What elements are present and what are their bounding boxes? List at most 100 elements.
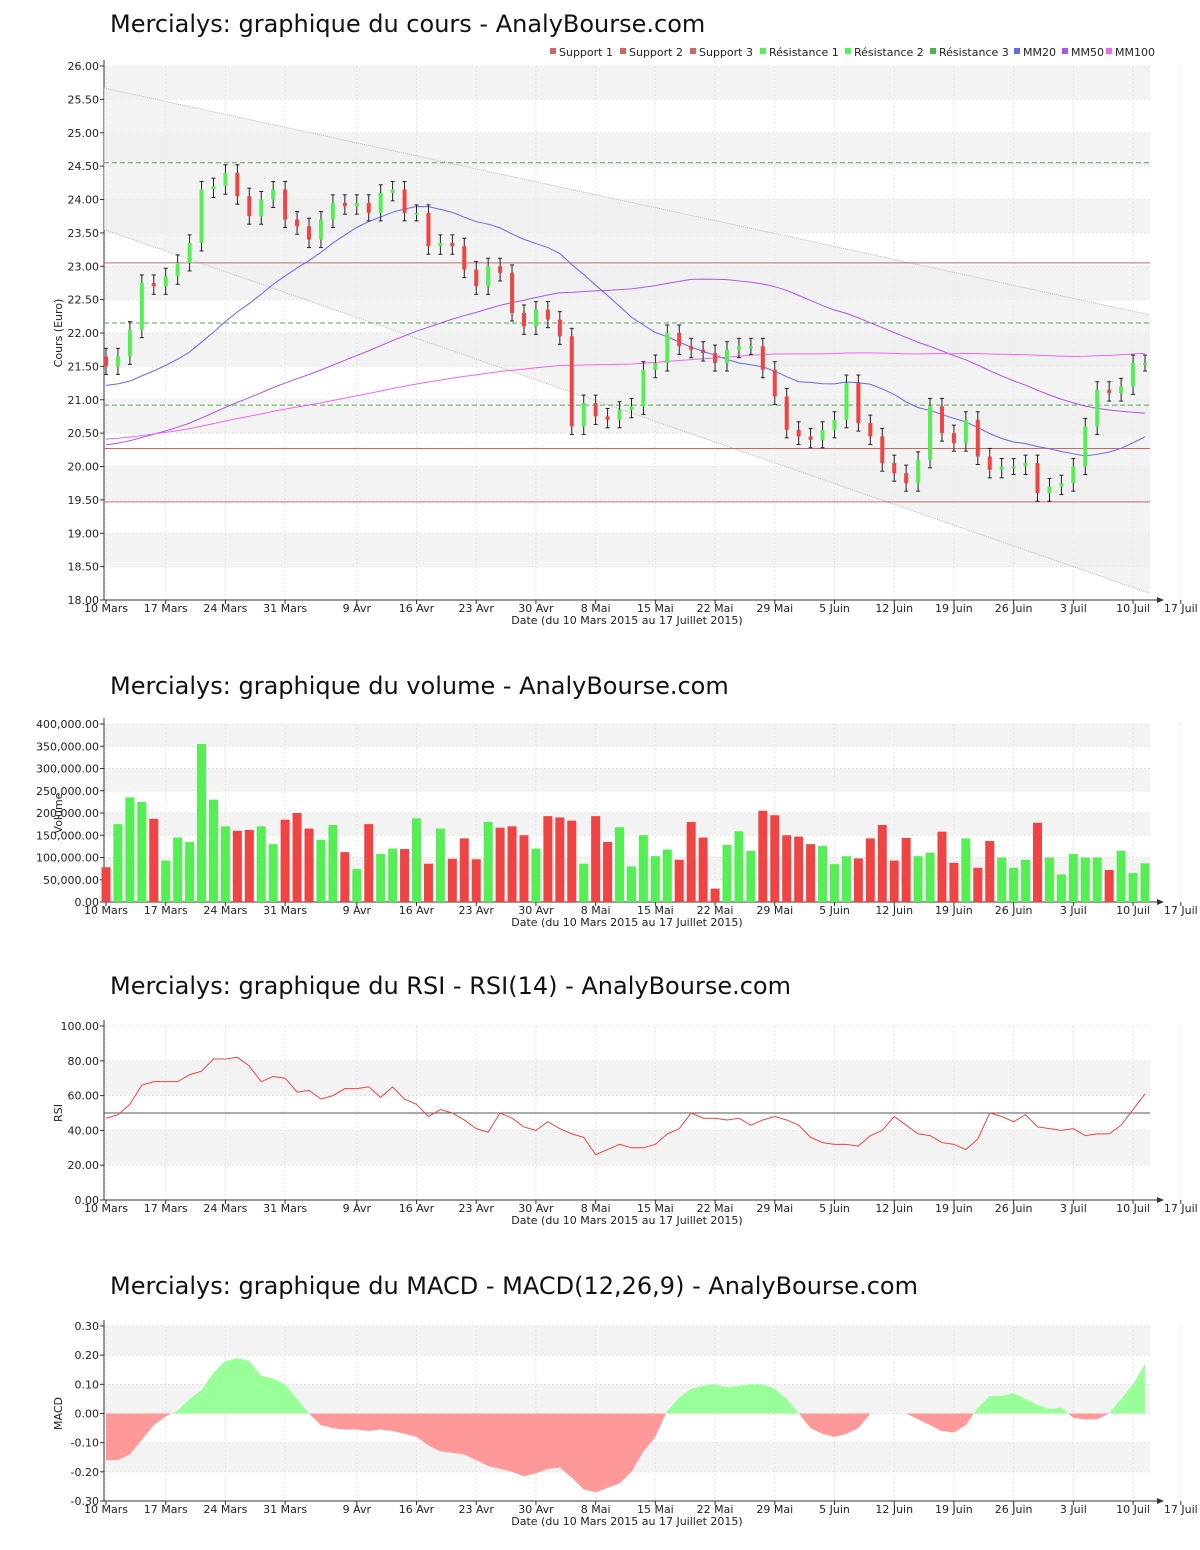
volume-bar: [782, 835, 792, 902]
candle-body: [259, 199, 264, 217]
volume-bar: [1033, 822, 1043, 902]
volume-bar: [591, 816, 601, 902]
macd-xtick-label: 10 Mars: [84, 1503, 128, 1516]
volume-bar: [268, 844, 278, 902]
price-yaxis-label: Cours (Euro): [52, 299, 65, 368]
volume-xtick-label: 9 Avr: [343, 904, 372, 917]
candle-body: [187, 242, 192, 263]
volume-bar: [985, 841, 995, 902]
candle-body: [772, 369, 777, 397]
volume-bar: [650, 856, 660, 902]
volume-bar: [758, 810, 768, 902]
volume-bar: [459, 838, 469, 902]
legend-label: MM50: [1071, 46, 1104, 59]
macd-xtick-label: 17 Mars: [144, 1503, 188, 1516]
price-ytick-label: 24.50: [68, 160, 100, 173]
price-xtick-label: 10 Mars: [84, 602, 128, 615]
candle-body: [402, 189, 407, 213]
rsi-ytick-label: 20.00: [68, 1159, 100, 1172]
rsi-line: [105, 1056, 1146, 1156]
macd-ytick-label: 0.20: [75, 1349, 100, 1362]
macd-xtick-label: 12 Juin: [875, 1503, 913, 1516]
volume-ytick-label: 50,000.00: [43, 874, 99, 887]
legend-label: Résistance 1: [769, 46, 839, 59]
volume-xtick-label: 26 Juin: [995, 904, 1033, 917]
candle-body: [796, 429, 801, 437]
volume-bar: [770, 815, 780, 902]
candle-body: [438, 242, 443, 247]
volume-xtick-label: 19 Juin: [935, 904, 973, 917]
volume-bar: [674, 859, 684, 902]
macd-positive-area: [171, 1358, 310, 1414]
macd-xtick-label: 22 Mai: [697, 1503, 734, 1516]
volume-bar: [877, 825, 887, 902]
price-xtick-label: 5 Juin: [819, 602, 850, 615]
candle-body: [1059, 483, 1064, 487]
macd-positive-area: [665, 1384, 799, 1414]
price-ytick-label: 26.00: [68, 60, 100, 73]
volume-bar: [173, 837, 183, 902]
volume-xtick-label: 10 Juil: [1116, 904, 1150, 917]
macd-ytick-label: -0.20: [71, 1466, 99, 1479]
volume-ytick-label: 400,000.00: [36, 718, 99, 731]
channel-upper-line: [103, 87, 1151, 316]
volume-xaxis-label: Date (du 10 Mars 2015 au 17 Juillet 2015…: [511, 916, 742, 929]
volume-bar: [1021, 859, 1031, 902]
macd-band: [104, 1326, 1150, 1356]
price-xtick-label: 29 Mai: [756, 602, 793, 615]
candle-body: [939, 406, 944, 434]
volume-bar: [352, 869, 362, 902]
volume-bar: [1128, 873, 1138, 902]
volume-bar: [531, 848, 541, 902]
price-xtick-label: 15 Mai: [637, 602, 674, 615]
candle-body: [1083, 426, 1088, 467]
volume-xtick-label: 8 Mai: [581, 904, 611, 917]
macd-xtick-label: 15 Mai: [637, 1503, 674, 1516]
volume-band: [104, 768, 1150, 791]
candle-body: [557, 319, 562, 337]
volume-xtick-label: 3 Juil: [1060, 904, 1087, 917]
macd-yaxis-label: MACD: [52, 1397, 65, 1430]
volume-bar: [626, 866, 636, 902]
rsi-xtick-label: 19 Juin: [935, 1202, 973, 1215]
rsi-xtick-label: 26 Juin: [995, 1202, 1033, 1215]
volume-bar: [447, 858, 457, 902]
volume-bar: [961, 838, 971, 902]
candle-body: [701, 349, 706, 354]
volume-bar: [1044, 857, 1054, 902]
volume-xtick-label: 23 Avr: [459, 904, 495, 917]
candle-body: [486, 266, 491, 287]
volume-bar: [973, 867, 983, 902]
rsi-xtick-label: 15 Mai: [637, 1202, 674, 1215]
volume-chart: 0.00 50,000.00 100,000.00 150,000.00 200,000…: [36, 718, 1198, 929]
volume-bar: [507, 826, 517, 902]
candle-body: [999, 466, 1004, 470]
volume-bar: [925, 852, 935, 902]
macd-ytick-label: -0.30: [71, 1495, 99, 1508]
candle-body: [975, 419, 980, 457]
price-chart-title: Mercialys: graphique du cours - AnalyBou…: [110, 10, 706, 38]
candle-body: [784, 396, 789, 430]
candle-body: [127, 329, 132, 357]
rsi-band: [104, 1130, 1150, 1166]
candle-body: [354, 202, 359, 207]
mm50-line: [105, 278, 1146, 446]
volume-bar: [376, 853, 386, 902]
volume-chart-title: Mercialys: graphique du volume - AnalyBo…: [110, 672, 729, 700]
candle-body: [808, 436, 813, 440]
macd-ytick-label: 0.30: [75, 1320, 100, 1333]
volume-xtick-label: 30 Avr: [518, 904, 554, 917]
candle-body: [904, 473, 909, 484]
candle-body: [342, 202, 347, 207]
candle-body: [713, 353, 718, 364]
rsi-xtick-label: 8 Mai: [581, 1202, 611, 1215]
candle-body: [1095, 389, 1100, 427]
candle-body: [629, 406, 634, 410]
volume-xtick-label: 17 Mars: [144, 904, 188, 917]
candle-body: [139, 282, 144, 330]
legend-swatch: [760, 48, 766, 54]
volume-bar: [137, 801, 147, 902]
macd-xtick-label: 3 Juil: [1060, 1503, 1087, 1516]
rsi-xtick-label: 10 Juil: [1116, 1202, 1150, 1215]
volume-bar: [638, 835, 648, 902]
